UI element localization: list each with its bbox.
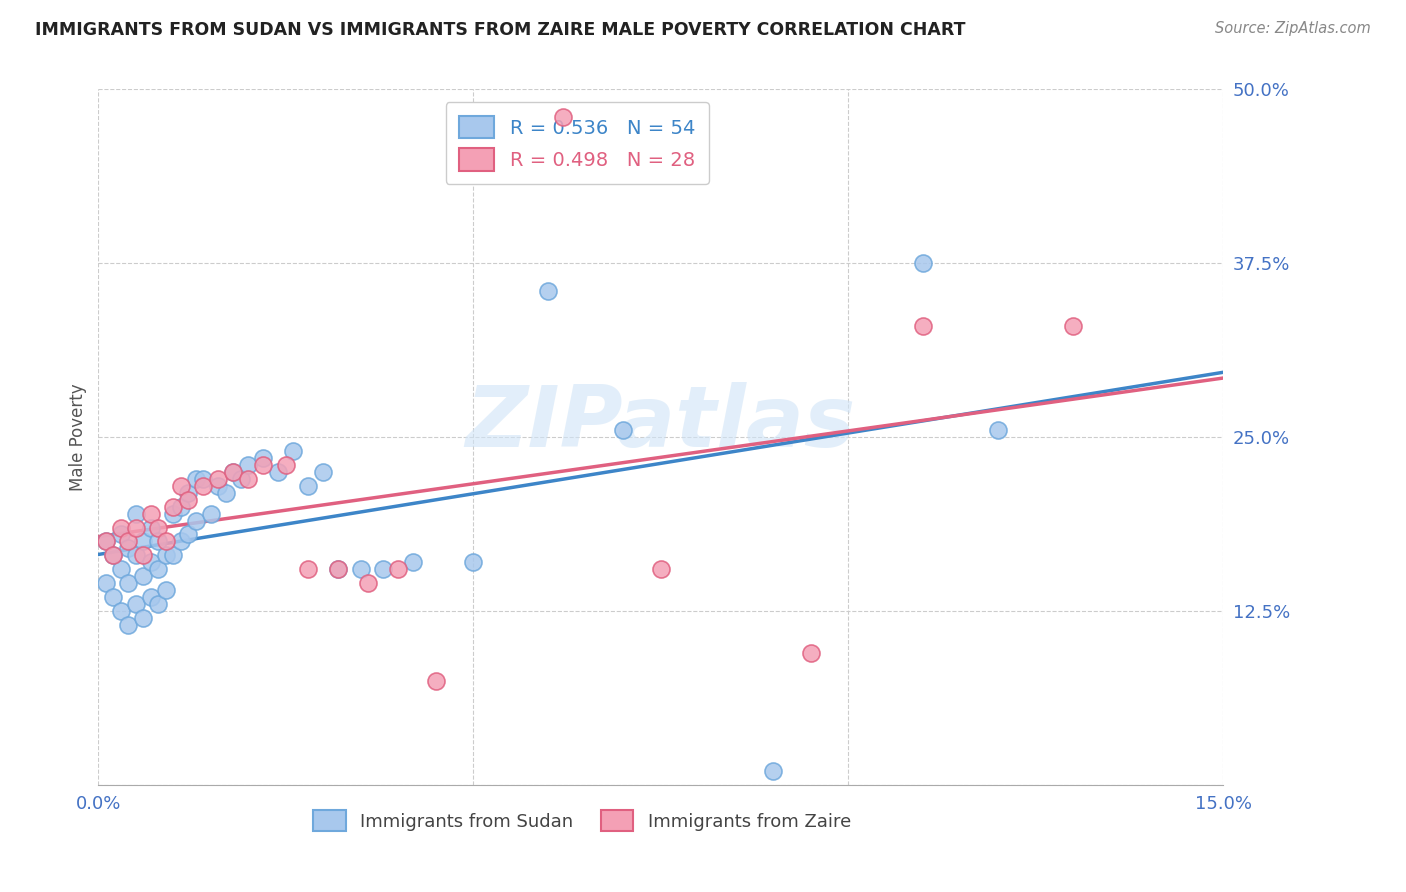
Point: [117, 541, 139, 556]
Point: [177, 485, 200, 500]
Point: [177, 527, 200, 541]
Legend: Immigrants from Sudan, Immigrants from Zaire: Immigrants from Sudan, Immigrants from Z…: [307, 804, 858, 838]
Point: [155, 534, 177, 549]
Point: [155, 583, 177, 598]
Point: [207, 479, 229, 493]
Point: [117, 534, 139, 549]
Point: [125, 520, 148, 534]
Point: [162, 549, 184, 563]
Point: [425, 673, 447, 688]
Point: [463, 555, 485, 569]
Point: [207, 472, 229, 486]
Point: [402, 555, 425, 569]
Point: [125, 549, 148, 563]
Point: [350, 562, 373, 576]
Point: [193, 472, 215, 486]
Point: [125, 507, 148, 521]
Point: [650, 562, 672, 576]
Point: [103, 549, 125, 563]
Point: [762, 764, 785, 778]
Point: [238, 472, 260, 486]
Point: [103, 590, 125, 604]
Point: [177, 492, 200, 507]
Point: [170, 479, 193, 493]
Point: [612, 423, 634, 437]
Point: [328, 562, 350, 576]
Point: [125, 597, 148, 611]
Point: [297, 479, 319, 493]
Point: [987, 423, 1010, 437]
Point: [139, 555, 162, 569]
Y-axis label: Male Poverty: Male Poverty: [69, 384, 87, 491]
Point: [800, 646, 823, 660]
Point: [267, 465, 290, 479]
Point: [283, 444, 305, 458]
Point: [373, 562, 395, 576]
Point: [139, 507, 162, 521]
Point: [148, 520, 170, 534]
Point: [238, 458, 260, 472]
Point: [139, 590, 162, 604]
Point: [184, 514, 207, 528]
Point: [94, 576, 117, 591]
Point: [139, 520, 162, 534]
Point: [132, 534, 155, 549]
Point: [110, 562, 132, 576]
Point: [553, 110, 575, 124]
Point: [117, 618, 139, 632]
Text: Source: ZipAtlas.com: Source: ZipAtlas.com: [1215, 21, 1371, 36]
Point: [184, 472, 207, 486]
Point: [162, 500, 184, 514]
Point: [193, 479, 215, 493]
Point: [110, 520, 132, 534]
Point: [162, 507, 184, 521]
Point: [537, 284, 560, 298]
Point: [200, 507, 222, 521]
Point: [387, 562, 409, 576]
Text: ZIPatlas: ZIPatlas: [465, 382, 856, 465]
Point: [1062, 318, 1084, 333]
Point: [94, 534, 117, 549]
Point: [222, 465, 245, 479]
Point: [357, 576, 380, 591]
Point: [110, 527, 132, 541]
Point: [148, 562, 170, 576]
Point: [912, 256, 935, 270]
Point: [252, 458, 274, 472]
Point: [110, 604, 132, 618]
Point: [274, 458, 297, 472]
Text: IMMIGRANTS FROM SUDAN VS IMMIGRANTS FROM ZAIRE MALE POVERTY CORRELATION CHART: IMMIGRANTS FROM SUDAN VS IMMIGRANTS FROM…: [35, 21, 966, 38]
Point: [312, 465, 335, 479]
Point: [132, 569, 155, 583]
Point: [229, 472, 252, 486]
Point: [148, 534, 170, 549]
Point: [155, 549, 177, 563]
Point: [170, 534, 193, 549]
Point: [94, 534, 117, 549]
Point: [297, 562, 319, 576]
Point: [117, 576, 139, 591]
Point: [103, 549, 125, 563]
Point: [252, 450, 274, 465]
Point: [912, 318, 935, 333]
Point: [132, 549, 155, 563]
Point: [170, 500, 193, 514]
Point: [132, 611, 155, 625]
Point: [215, 485, 238, 500]
Point: [328, 562, 350, 576]
Point: [148, 597, 170, 611]
Point: [222, 465, 245, 479]
